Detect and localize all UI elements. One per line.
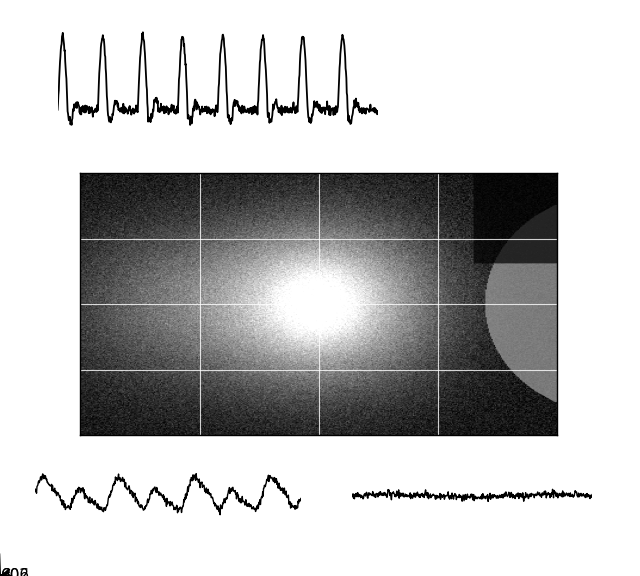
Text: 606: 606 [1,567,30,576]
Text: 602: 602 [1,568,30,576]
